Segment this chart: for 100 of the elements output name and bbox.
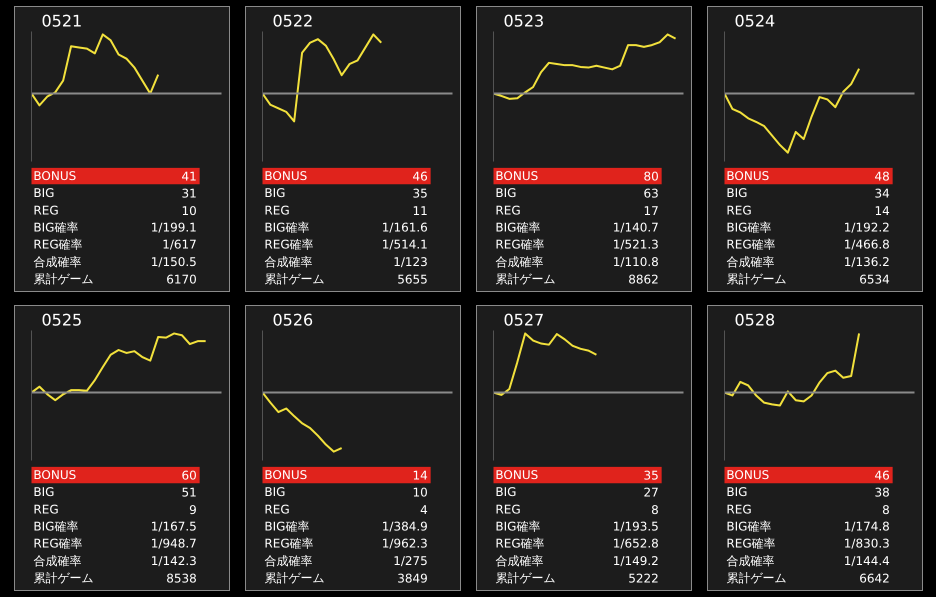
text: 1/652.8 xyxy=(612,536,659,551)
text: BIG確率 xyxy=(33,520,78,534)
text: 6534 xyxy=(859,272,890,286)
text: 1/830.3 xyxy=(844,536,890,551)
text: 累計ゲーム xyxy=(495,570,556,585)
chart-title: 0522 xyxy=(272,12,314,30)
text: REG確率 xyxy=(33,536,83,551)
text: 8538 xyxy=(166,571,197,586)
text: 14 xyxy=(874,204,890,218)
text: 1/142.3 xyxy=(150,554,197,568)
text: REG確率 xyxy=(726,238,776,252)
chart-title: 0524 xyxy=(734,12,776,30)
text: 累計ゲーム xyxy=(33,570,94,585)
chart-title: 0523 xyxy=(504,12,544,30)
text: 35 xyxy=(412,186,428,201)
text: REG xyxy=(726,203,752,218)
text: 5655 xyxy=(397,272,428,286)
chart-title: 0525 xyxy=(42,310,82,330)
text: BIG確率 xyxy=(726,220,772,234)
text: 1/110.8 xyxy=(612,254,659,269)
text: 41 xyxy=(182,170,197,184)
chart-title: 0528 xyxy=(734,310,776,330)
text: 35 xyxy=(644,468,659,483)
text: BIG xyxy=(495,485,516,500)
text: 10 xyxy=(412,486,428,500)
text: 1/144.4 xyxy=(844,554,890,568)
text: 1/514.1 xyxy=(382,238,428,252)
text: 合成確率 xyxy=(264,554,312,568)
text: 1/150.5 xyxy=(150,254,197,269)
text: 1/275 xyxy=(393,554,428,568)
text: 34 xyxy=(874,186,890,201)
text: 60 xyxy=(182,468,197,483)
text: BIG xyxy=(264,485,286,500)
text: BIG確率 xyxy=(264,520,310,534)
text: REG xyxy=(264,502,290,516)
text: REG xyxy=(495,203,521,218)
text: BONUS xyxy=(33,468,76,482)
text: 1/962.3 xyxy=(382,536,428,551)
text: 46 xyxy=(874,468,890,483)
text: BONUS xyxy=(726,169,770,184)
text: REG確率 xyxy=(264,536,314,551)
text: 10 xyxy=(182,204,197,218)
text: 合成確率 xyxy=(33,254,82,269)
text: 1/167.5 xyxy=(150,520,197,534)
text: 合成確率 xyxy=(33,554,82,568)
text: 1/466.8 xyxy=(844,238,890,252)
text: 31 xyxy=(182,186,197,201)
text: REG xyxy=(726,502,752,516)
chart-title: 0527 xyxy=(504,310,544,330)
text: BIG確率 xyxy=(495,220,540,234)
text: 累計ゲーム xyxy=(726,272,786,286)
text: 1/123 xyxy=(393,254,428,269)
text: REG確率 xyxy=(726,536,776,551)
text: 1/161.6 xyxy=(382,220,428,234)
text: 48 xyxy=(874,170,890,184)
text: 8 xyxy=(882,502,890,517)
text: 累計ゲーム xyxy=(495,272,556,286)
text: 38 xyxy=(874,486,890,500)
text: 3849 xyxy=(397,571,428,586)
text: REG xyxy=(33,203,59,218)
text: BONUS xyxy=(264,169,308,184)
text: 17 xyxy=(644,204,659,218)
text: 5222 xyxy=(628,571,659,586)
text: 合成確率 xyxy=(264,254,312,269)
text: 1/136.2 xyxy=(844,254,890,269)
text: 累計ゲーム xyxy=(33,272,94,286)
text: 合成確率 xyxy=(495,554,544,568)
text: BIG確率 xyxy=(33,220,78,234)
text: REG xyxy=(33,502,59,516)
text: 80 xyxy=(644,170,659,184)
text: 合成確率 xyxy=(495,254,544,269)
text: 46 xyxy=(412,170,428,184)
text: REG確率 xyxy=(264,238,314,252)
text: 累計ゲーム xyxy=(264,570,324,585)
text: 9 xyxy=(189,502,197,517)
text: 合成確率 xyxy=(726,254,774,269)
text: 1/948.7 xyxy=(150,536,197,551)
text: 63 xyxy=(644,186,659,201)
text: 11 xyxy=(412,204,428,218)
text: REG xyxy=(495,502,521,516)
text: BONUS xyxy=(495,468,538,482)
text: 累計ゲーム xyxy=(264,272,324,286)
text: 1/199.1 xyxy=(150,220,197,234)
text: BIG xyxy=(726,186,748,200)
text: BONUS xyxy=(495,169,538,184)
text: 27 xyxy=(644,486,659,500)
text: BIG xyxy=(495,186,516,200)
text: 1/192.2 xyxy=(844,220,890,234)
text: 合成確率 xyxy=(726,554,774,568)
text: 51 xyxy=(182,486,197,500)
text: REG確率 xyxy=(33,238,83,252)
text: BONUS xyxy=(726,468,770,482)
text: 6642 xyxy=(859,571,890,586)
text: BIG確率 xyxy=(264,220,310,234)
text: REG xyxy=(264,203,290,218)
text: 1/193.5 xyxy=(612,520,659,534)
text: 1/617 xyxy=(162,238,197,252)
text: REG確率 xyxy=(495,536,545,551)
text: BIG xyxy=(726,485,748,500)
text: BIG確率 xyxy=(726,520,772,534)
